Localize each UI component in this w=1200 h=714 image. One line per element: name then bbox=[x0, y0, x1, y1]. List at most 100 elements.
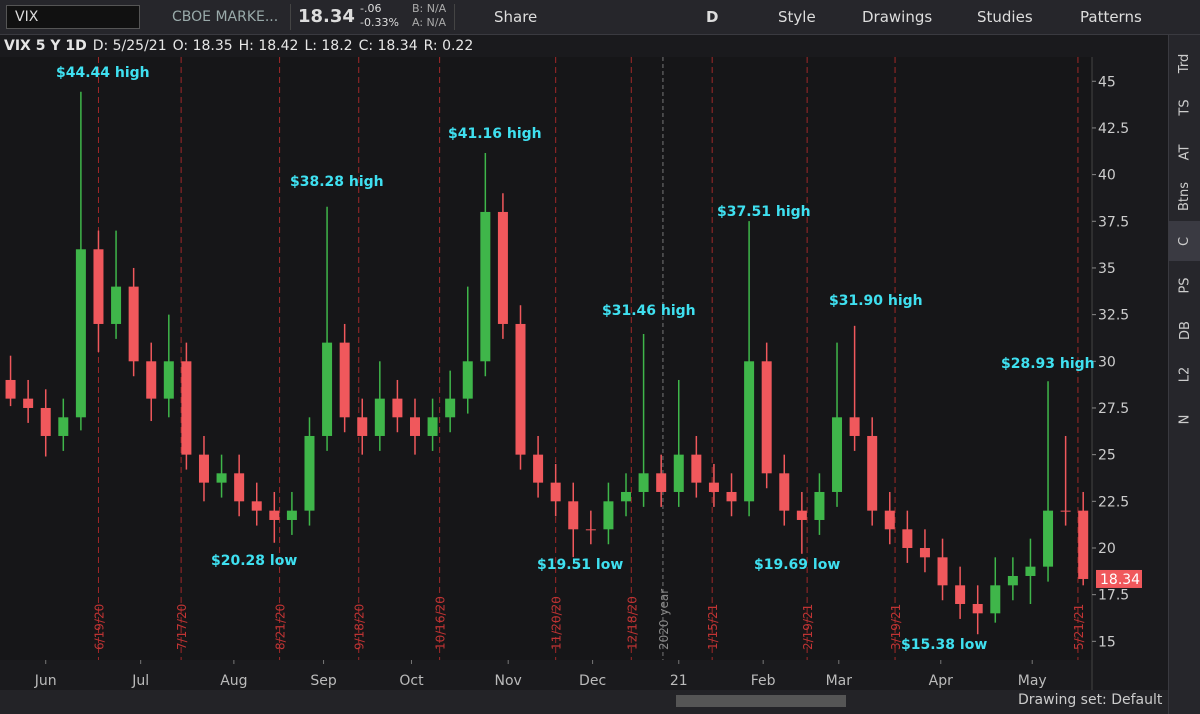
expiration-label: 9/18/20 bbox=[353, 604, 367, 650]
sidebar-tab[interactable]: N bbox=[1169, 399, 1200, 439]
y-tick-label: 22.5 bbox=[1098, 494, 1129, 510]
year-label: 2020 year bbox=[657, 589, 671, 650]
drawings-button[interactable]: Drawings bbox=[862, 8, 933, 26]
info-date: D: 5/25/21 bbox=[92, 38, 167, 54]
sidebar-tab[interactable]: C bbox=[1169, 221, 1200, 261]
candle-body bbox=[972, 603, 983, 614]
candle-body bbox=[1060, 510, 1071, 512]
patterns-button[interactable]: Patterns bbox=[1080, 8, 1142, 26]
sidebar-tab-label: Btns bbox=[1177, 181, 1193, 212]
candle-body bbox=[23, 398, 34, 408]
change-pct: -0.33% bbox=[360, 16, 399, 29]
candle-body bbox=[1007, 575, 1018, 586]
sidebar-tab-label: TS bbox=[1177, 99, 1193, 116]
candle-body bbox=[198, 454, 209, 483]
candle-body bbox=[497, 211, 508, 324]
info-close: C: 18.34 bbox=[358, 38, 418, 54]
expiration-label: 11/20/20 bbox=[550, 596, 564, 650]
candle-body bbox=[603, 501, 614, 530]
annotation: $41.16 high bbox=[448, 126, 542, 142]
last-price-label: 18.34 bbox=[1100, 572, 1140, 588]
expiration-label: 10/16/20 bbox=[434, 596, 448, 650]
sidebar-tab[interactable]: Trd bbox=[1169, 43, 1200, 83]
candle-body bbox=[269, 510, 280, 520]
candle-body bbox=[884, 510, 895, 530]
ask: A: N/A bbox=[412, 16, 446, 29]
annotation: $38.28 high bbox=[290, 174, 384, 190]
drawing-set[interactable]: Drawing set: Default bbox=[1018, 692, 1163, 708]
expiration-label: 6/19/20 bbox=[92, 604, 106, 650]
candle-body bbox=[40, 407, 51, 436]
y-tick-label: 27.5 bbox=[1098, 401, 1129, 417]
candle-body bbox=[708, 482, 719, 492]
candle-body bbox=[392, 398, 403, 418]
candle-body bbox=[726, 491, 737, 502]
sidebar-tab-label: L2 bbox=[1177, 366, 1193, 383]
y-tick-label: 37.5 bbox=[1098, 214, 1129, 230]
annotation: $31.90 high bbox=[829, 293, 923, 309]
info-range: R: 0.22 bbox=[423, 38, 474, 54]
y-tick-label: 45 bbox=[1098, 74, 1116, 90]
annotation: $15.38 low bbox=[901, 637, 987, 653]
x-tick-label: Jul bbox=[131, 673, 149, 689]
candle-body bbox=[638, 473, 649, 492]
sidebar-tab[interactable]: DB bbox=[1169, 310, 1200, 350]
candle-body bbox=[691, 454, 702, 483]
description: CBOE MARKE... bbox=[172, 9, 279, 25]
expiration-label: 2/19/21 bbox=[801, 604, 815, 650]
annotation: $31.46 high bbox=[602, 303, 696, 319]
studies-button[interactable]: Studies bbox=[977, 8, 1033, 26]
y-tick-label: 40 bbox=[1098, 168, 1116, 184]
y-tick-label: 42.5 bbox=[1098, 121, 1129, 137]
candle-body bbox=[955, 585, 966, 604]
candle-body bbox=[304, 435, 315, 511]
info-high: H: 18.42 bbox=[238, 38, 299, 54]
candle-body bbox=[163, 361, 174, 399]
y-tick-label: 32.5 bbox=[1098, 308, 1129, 324]
candle-body bbox=[128, 286, 139, 362]
candle-body bbox=[1078, 510, 1089, 579]
separator bbox=[454, 4, 455, 30]
sidebar-tab[interactable]: Btns bbox=[1169, 177, 1200, 217]
annotation: $20.28 low bbox=[211, 553, 297, 569]
sidebar-tab[interactable]: TS bbox=[1169, 88, 1200, 128]
footer: Drawing set: Default bbox=[0, 690, 1168, 714]
symbol-box[interactable]: VIX bbox=[6, 5, 140, 29]
annotation: $44.44 high bbox=[56, 65, 150, 81]
x-tick-label: Feb bbox=[751, 673, 776, 689]
sidebar-tab[interactable]: AT bbox=[1169, 132, 1200, 172]
y-tick-label: 30 bbox=[1098, 354, 1116, 370]
sidebar-tab[interactable]: PS bbox=[1169, 266, 1200, 306]
y-tick-label: 25 bbox=[1098, 448, 1116, 464]
candle-body bbox=[146, 361, 157, 399]
candle-body bbox=[832, 417, 843, 492]
candle-body bbox=[181, 361, 192, 455]
sidebar-tab-label: C bbox=[1177, 236, 1193, 246]
candle-body bbox=[75, 249, 86, 418]
candle-body bbox=[990, 585, 1001, 614]
share-button[interactable]: Share bbox=[494, 8, 538, 26]
study-label: VIX 5 Y 1D bbox=[4, 38, 87, 54]
aggregation-button[interactable]: D bbox=[706, 8, 719, 26]
scrollbar[interactable] bbox=[676, 695, 846, 707]
x-tick-label: Oct bbox=[399, 673, 424, 689]
x-tick-label: Aug bbox=[220, 673, 247, 689]
x-tick-label: 21 bbox=[670, 673, 688, 689]
last-price: 18.34 bbox=[298, 6, 355, 27]
candle-body bbox=[814, 491, 825, 520]
expiration-label: 12/18/20 bbox=[625, 596, 639, 650]
candle-body bbox=[1043, 510, 1054, 567]
annotation: $28.93 high bbox=[1001, 356, 1095, 372]
candle-body bbox=[937, 557, 948, 586]
candle-body bbox=[480, 211, 491, 362]
x-tick-label: May bbox=[1018, 673, 1047, 689]
candle-body bbox=[585, 529, 596, 531]
style-button[interactable]: Style bbox=[778, 8, 816, 26]
sidebar-tab[interactable]: L2 bbox=[1169, 355, 1200, 395]
candle-body bbox=[533, 454, 544, 483]
candle-body bbox=[867, 435, 878, 511]
candle-body bbox=[1025, 566, 1036, 576]
candle-body bbox=[5, 379, 16, 399]
candle-body bbox=[761, 361, 772, 474]
candle-body bbox=[286, 510, 297, 520]
